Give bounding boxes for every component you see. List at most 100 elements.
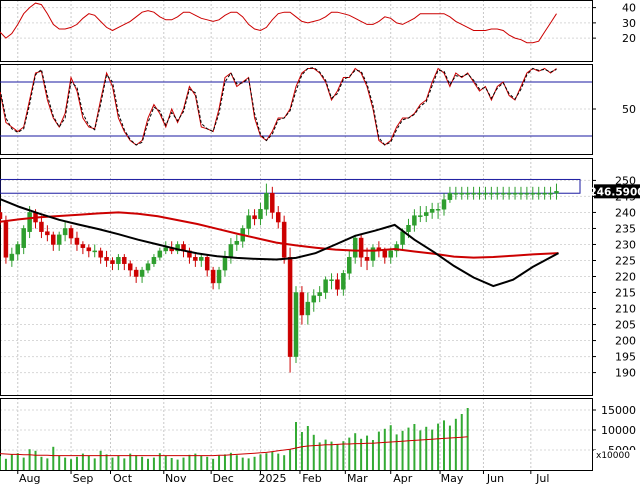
candle-body-92 bbox=[542, 192, 547, 195]
candle-body-37 bbox=[216, 269, 222, 284]
ytick-label-price-235: 235 bbox=[615, 222, 636, 235]
candle-body-80 bbox=[471, 192, 476, 195]
xtick-label-oct: Oct bbox=[113, 472, 133, 485]
last-price-badge bbox=[594, 184, 640, 199]
candle-body-49 bbox=[287, 257, 293, 357]
candle-body-51 bbox=[299, 292, 305, 316]
ytick-label-indicator-1-40: 40 bbox=[622, 2, 636, 15]
candle-body-57 bbox=[335, 279, 340, 290]
candle-body-16 bbox=[92, 250, 97, 253]
ytick-label-indicator-1-30: 30 bbox=[622, 17, 636, 30]
xtick-label-2025: 2025 bbox=[258, 472, 286, 485]
candle-body-14 bbox=[80, 244, 86, 248]
candle-body-75 bbox=[441, 199, 447, 210]
candle-body-43 bbox=[252, 215, 257, 220]
ytick-label-price-190: 190 bbox=[615, 367, 636, 380]
indicator-1-series-0 bbox=[0, 2, 557, 44]
ytick-label-price-205: 205 bbox=[615, 319, 636, 332]
candle-body-70 bbox=[412, 215, 417, 226]
ytick-label-price-220: 220 bbox=[615, 271, 636, 284]
volume-panel: 50001000015000x10000 bbox=[0, 404, 640, 470]
xtick-label-jun: Jun bbox=[486, 472, 504, 485]
panel-frames bbox=[0, 0, 593, 471]
candle-body-27 bbox=[157, 250, 163, 258]
candle-body-8 bbox=[45, 231, 50, 236]
xtick-label-dec: Dec bbox=[212, 472, 233, 485]
candle-body-91 bbox=[536, 192, 541, 195]
candle-body-66 bbox=[388, 250, 393, 258]
candle-body-36 bbox=[210, 269, 216, 284]
ytick-label-volume-15000: 15000 bbox=[601, 404, 636, 417]
candle-body-63 bbox=[370, 247, 376, 261]
candle-body-38 bbox=[222, 257, 228, 271]
candle-body-17 bbox=[98, 250, 103, 258]
candle-body-10 bbox=[56, 234, 62, 245]
ytick-label-volume-10000: 10000 bbox=[601, 424, 636, 437]
indicator-1-panel: 20 30 40 bbox=[0, 2, 636, 45]
xtick-label-jul: Jul bbox=[535, 472, 549, 485]
candle-body-86 bbox=[506, 192, 512, 195]
candle-body-44 bbox=[258, 208, 263, 220]
candle-body-84 bbox=[495, 192, 500, 195]
resistance-box bbox=[0, 178, 581, 194]
candle-body-72 bbox=[423, 212, 429, 216]
xtick-label-apr: Apr bbox=[393, 472, 413, 485]
candle-body-22 bbox=[127, 263, 133, 271]
candle-body-45 bbox=[264, 192, 269, 210]
candle-body-73 bbox=[429, 208, 435, 213]
candle-body-28 bbox=[163, 247, 169, 252]
candle-body-88 bbox=[518, 192, 524, 195]
candle-body-82 bbox=[483, 192, 488, 195]
grid-layer bbox=[0, 0, 592, 470]
xtick-label-mar: Mar bbox=[347, 472, 368, 485]
candle-body-30 bbox=[175, 244, 180, 252]
candle-body-23 bbox=[133, 269, 139, 277]
ytick-label-price-195: 195 bbox=[615, 351, 636, 364]
candle-body-78 bbox=[459, 192, 465, 195]
candle-body-21 bbox=[122, 257, 127, 264]
candle-body-50 bbox=[293, 292, 299, 357]
candle-body-76 bbox=[447, 192, 453, 200]
candle-body-11 bbox=[62, 228, 68, 236]
candle-body-18 bbox=[104, 257, 109, 261]
volume-unit-label: x10000 bbox=[596, 451, 630, 461]
candle-body-26 bbox=[151, 257, 157, 264]
candle-body-2 bbox=[9, 253, 15, 261]
candle-body-89 bbox=[524, 192, 530, 195]
ytick-label-price-210: 210 bbox=[615, 303, 636, 316]
axis-labels: Aug Sep Oct Nov Dec 2025 Feb Mar Apr May Jun Jul bbox=[17, 470, 549, 485]
candle-body-65 bbox=[382, 250, 388, 258]
candle-body-4 bbox=[21, 228, 26, 248]
candle-body-55 bbox=[323, 279, 328, 293]
candle-body-34 bbox=[199, 257, 204, 261]
candle-body-67 bbox=[394, 244, 399, 252]
ytick-label-indicator-2-50: 50 bbox=[622, 103, 636, 116]
candle-body-81 bbox=[477, 192, 482, 195]
ytick-label-price-225: 225 bbox=[615, 254, 636, 267]
candle-body-39 bbox=[228, 244, 234, 258]
candle-body-13 bbox=[74, 237, 80, 245]
candle-body-93 bbox=[548, 192, 553, 195]
candle-body-54 bbox=[317, 292, 322, 296]
candle-body-79 bbox=[465, 192, 470, 195]
candle-body-0 bbox=[0, 212, 3, 220]
xtick-label-nov: Nov bbox=[165, 472, 187, 485]
last-price-label: 246.5900 bbox=[589, 186, 640, 198]
ytick-label-indicator-1-20: 20 bbox=[622, 32, 636, 45]
candle-body-52 bbox=[305, 301, 311, 316]
indicator-2-series-0 bbox=[0, 67, 557, 146]
ytick-label-price-240: 240 bbox=[615, 206, 636, 219]
xtick-label-aug: Aug bbox=[19, 472, 40, 485]
candle-body-12 bbox=[68, 228, 74, 239]
candle-body-25 bbox=[145, 263, 151, 271]
candle-body-94 bbox=[554, 191, 559, 194]
candle-body-74 bbox=[435, 208, 441, 211]
candle-body-62 bbox=[364, 257, 370, 261]
candle-body-5 bbox=[27, 212, 32, 232]
volume-average-line bbox=[0, 436, 468, 457]
candle-body-7 bbox=[39, 221, 44, 232]
candle-body-71 bbox=[418, 215, 423, 217]
panel-frame-indicator-1 bbox=[0, 0, 593, 62]
